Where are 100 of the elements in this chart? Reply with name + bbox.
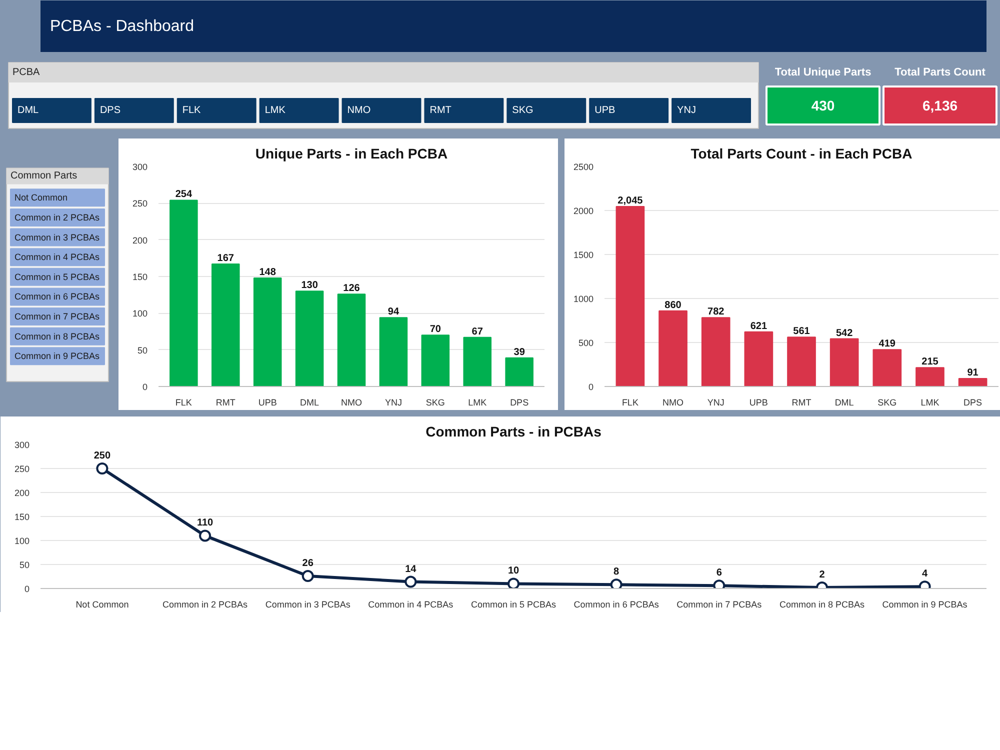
bar bbox=[616, 206, 645, 386]
data-label: 542 bbox=[836, 328, 854, 339]
y-tick-label: 2500 bbox=[573, 162, 594, 172]
y-tick-label: 250 bbox=[132, 198, 148, 209]
text: RMT bbox=[430, 105, 452, 116]
bar bbox=[170, 200, 198, 386]
bar bbox=[295, 290, 324, 386]
x-tick-label: LMK bbox=[468, 398, 487, 408]
x-tick-label: UPB bbox=[258, 398, 277, 408]
y-tick-label: 1500 bbox=[573, 250, 594, 260]
text: YNJ bbox=[677, 105, 696, 116]
data-label: 26 bbox=[302, 558, 314, 570]
text: FLK bbox=[182, 105, 202, 116]
data-label: 782 bbox=[708, 306, 725, 318]
point bbox=[96, 462, 108, 474]
x-tick-label: SKG bbox=[878, 398, 897, 408]
bar bbox=[379, 317, 408, 386]
text: Common in 9 PCBAs bbox=[14, 351, 100, 362]
y-tick-label: 300 bbox=[14, 440, 30, 450]
text: UPB bbox=[594, 105, 616, 116]
y-tick-label: 150 bbox=[132, 272, 148, 282]
data-label: 126 bbox=[343, 283, 360, 294]
text: Common in 5 PCBAs bbox=[14, 272, 100, 282]
data-label: 6 bbox=[716, 568, 722, 579]
text: Not Common bbox=[14, 192, 68, 203]
text: DPS bbox=[100, 105, 121, 116]
data-label: 130 bbox=[301, 280, 318, 292]
y-tick-label: 100 bbox=[14, 536, 30, 546]
bar bbox=[916, 367, 944, 386]
x-tick-label: SKG bbox=[426, 398, 445, 408]
data-label: 14 bbox=[405, 564, 417, 575]
point bbox=[404, 576, 417, 588]
y-tick-label: 2000 bbox=[573, 206, 594, 216]
text: Common in 7 PCBAs bbox=[14, 312, 100, 322]
text: Common in 2 PCBAs bbox=[14, 212, 100, 222]
bar bbox=[701, 317, 730, 386]
data-label: 148 bbox=[259, 266, 276, 278]
data-label: 215 bbox=[922, 356, 939, 368]
y-tick-label: 200 bbox=[132, 235, 148, 246]
x-tick-label: DPS bbox=[510, 398, 529, 408]
text: 6,136 bbox=[922, 98, 958, 114]
text: Common Parts bbox=[10, 170, 78, 182]
data-label: 419 bbox=[878, 338, 896, 350]
bar bbox=[830, 338, 859, 386]
text: PCBA bbox=[12, 67, 40, 78]
data-label: 2 bbox=[819, 570, 826, 581]
y-tick-label: 50 bbox=[19, 560, 30, 570]
data-label: 67 bbox=[472, 326, 484, 338]
text: LMK bbox=[264, 105, 286, 116]
bar bbox=[421, 334, 450, 386]
text: 430 bbox=[811, 98, 835, 114]
text: Common in 4 PCBAs bbox=[14, 252, 100, 262]
bar bbox=[958, 378, 988, 386]
x-tick-label: Common in 5 PCBAs bbox=[470, 600, 557, 610]
x-tick-label: Common in 3 PCBAs bbox=[265, 600, 351, 610]
text: SKG bbox=[512, 105, 534, 116]
bar bbox=[463, 336, 492, 386]
x-tick-label: Common in 6 PCBAs bbox=[574, 600, 660, 610]
y-tick-label: 0 bbox=[588, 382, 594, 392]
bar bbox=[744, 331, 774, 386]
x-tick-label: FLK bbox=[622, 398, 638, 408]
x-tick-label: RMT bbox=[792, 398, 812, 408]
data-label: 8 bbox=[614, 566, 620, 578]
x-tick-label: Common in 9 PCBAs bbox=[882, 600, 968, 610]
point bbox=[508, 578, 520, 588]
x-tick-label: DPS bbox=[964, 398, 982, 408]
data-label: 110 bbox=[196, 518, 214, 529]
y-tick-label: 150 bbox=[14, 512, 30, 522]
data-label: 39 bbox=[514, 346, 526, 358]
data-label: 561 bbox=[793, 326, 810, 338]
data-label: 70 bbox=[430, 324, 442, 336]
text: PCBAs - Dashboard bbox=[50, 18, 194, 35]
data-label: 91 bbox=[967, 367, 979, 378]
x-tick-label: FLK bbox=[175, 398, 192, 408]
chart-title: Unique Parts - in Each PCBA bbox=[255, 146, 448, 162]
chart-title: Total Parts Count - in Each PCBA bbox=[690, 146, 912, 162]
data-label: 2,045 bbox=[618, 196, 644, 207]
text: Total Parts Count bbox=[894, 66, 986, 78]
x-tick-label: YNJ bbox=[384, 398, 402, 408]
y-tick-label: 100 bbox=[132, 308, 148, 319]
y-tick-label: 200 bbox=[14, 488, 30, 498]
point bbox=[302, 570, 314, 582]
text: Common in 6 PCBAs bbox=[14, 292, 100, 302]
data-label: 10 bbox=[508, 566, 520, 577]
x-tick-label: DML bbox=[300, 398, 320, 408]
point bbox=[610, 578, 622, 588]
bar bbox=[658, 310, 688, 386]
x-tick-label: Common in 4 PCBAs bbox=[368, 600, 454, 610]
data-label: 94 bbox=[388, 306, 400, 318]
data-label: 167 bbox=[217, 253, 234, 264]
y-tick-label: 0 bbox=[24, 584, 30, 594]
y-tick-label: 300 bbox=[132, 162, 148, 172]
point bbox=[199, 530, 212, 542]
y-tick-label: 250 bbox=[14, 464, 30, 474]
data-label: 860 bbox=[664, 300, 682, 311]
x-tick-label: Not Common bbox=[76, 600, 129, 610]
y-tick-label: 500 bbox=[578, 338, 594, 348]
x-tick-label: Common in 7 PCBAs bbox=[676, 600, 762, 610]
x-tick-label: Common in 2 PCBAs bbox=[162, 600, 248, 610]
data-label: 4 bbox=[922, 568, 928, 580]
